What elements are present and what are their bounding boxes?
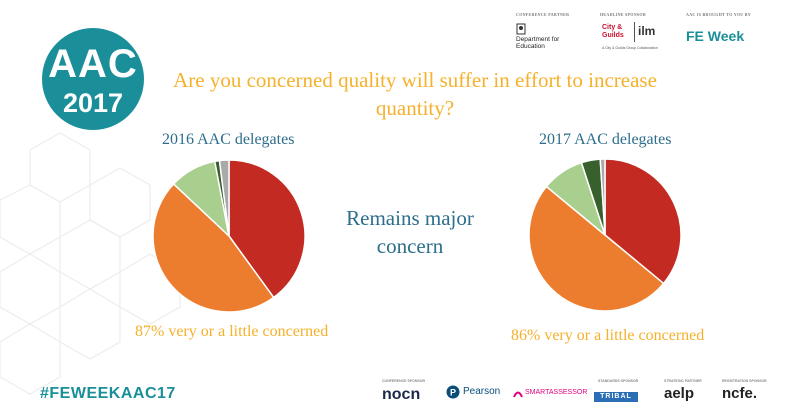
ilm-name: ilm xyxy=(638,24,656,38)
footer-caption-aelp: STRATEGIC PARTNER xyxy=(664,379,702,383)
tribal-logo: TRIBAL xyxy=(594,392,638,402)
aelp-logo: aelp xyxy=(664,385,695,402)
footer-caption-nocn: CONFERENCE SPONSOR xyxy=(382,379,425,383)
pie-slice-2017-0 xyxy=(604,158,682,285)
fe-week-logo: FE Week xyxy=(686,28,745,44)
aac-2017-logo: AAC 2017 xyxy=(42,28,144,130)
pie-chart-2016 xyxy=(152,159,306,313)
pie-chart-2017 xyxy=(528,158,682,312)
conference-partner-caption: CONFERENCE PARTNER xyxy=(516,12,570,17)
chart-title-2017: 2017 AAC delegates xyxy=(539,131,672,148)
logo-line-1: AAC xyxy=(48,42,138,86)
pie-slice-2016-0 xyxy=(228,159,306,299)
slide-title: Are you concerned quality will suffer in… xyxy=(173,68,657,120)
smartassessor-icon xyxy=(513,391,523,398)
pearson-icon: P xyxy=(446,385,460,399)
crest-icon xyxy=(516,23,526,35)
department-for-education-logo: Department for Education xyxy=(516,22,559,50)
ncfe-logo: ncfe. xyxy=(722,385,758,402)
city-guilds-name: City & Guilds xyxy=(602,24,624,39)
pearson-name: Pearson xyxy=(463,386,501,397)
footer-caption-ncfe: REGISTRATION SPONSOR xyxy=(722,379,767,383)
logo-line-2: 2017 xyxy=(62,88,124,118)
hashtag: #FEWEEKAAC17 xyxy=(40,385,176,402)
pie-slice-2016-1 xyxy=(152,182,275,313)
city-guilds-ilm-logo: City & Guilds ilm A City & Guilds Group … xyxy=(600,22,670,54)
nocn-logo: nocn xyxy=(382,386,421,403)
annotation-2016: 87% very or a little concerned xyxy=(135,323,329,340)
brought-by-caption: AAC IS BROUGHT TO YOU BY xyxy=(686,12,751,17)
dfe-name: Department for Education xyxy=(516,36,560,50)
footer-caption-tribal: STANDARDS SPONSOR xyxy=(598,379,639,383)
pie-slice-2017-4 xyxy=(599,158,606,236)
pie-slice-2017-1 xyxy=(528,185,665,312)
svg-text:P: P xyxy=(450,388,456,398)
pie-slice-2016-4 xyxy=(218,159,230,237)
center-note: Remains major concern xyxy=(346,206,474,258)
chart-title-2016: 2016 AAC delegates xyxy=(162,131,295,148)
smartassessor-name: SMARTASSESSOR xyxy=(525,389,588,396)
headline-sponsor-caption: HEADLINE SPONSOR xyxy=(600,12,647,17)
annotation-2017: 86% very or a little concerned xyxy=(511,327,705,344)
city-guilds-tagline: A City & Guilds Group Collaboration xyxy=(602,46,658,50)
